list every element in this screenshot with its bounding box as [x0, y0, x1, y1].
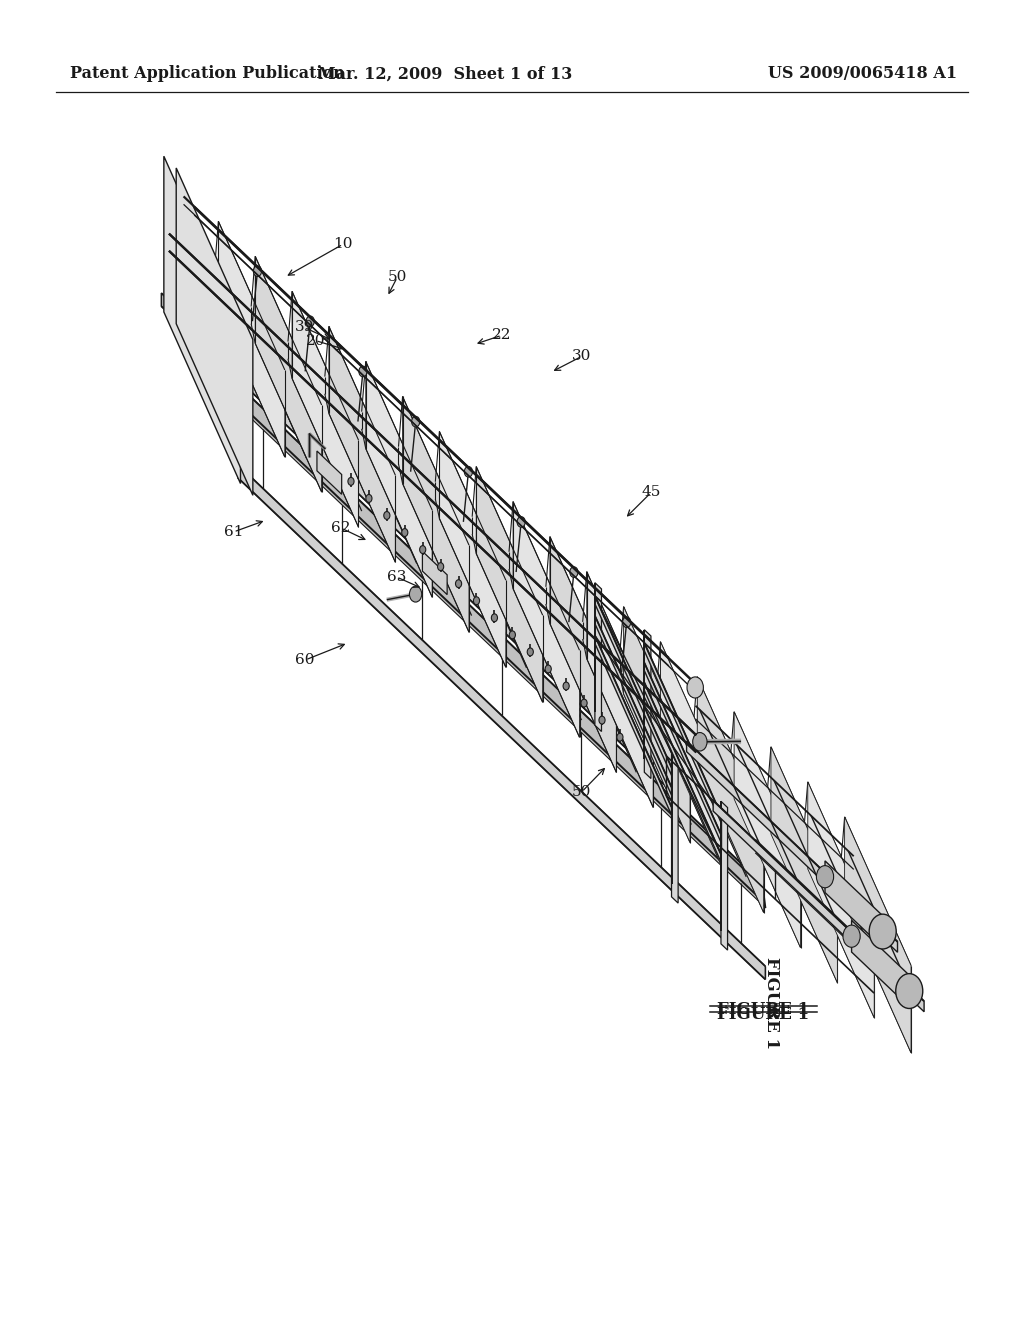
Polygon shape: [808, 781, 874, 1018]
Polygon shape: [236, 383, 766, 908]
Polygon shape: [686, 741, 897, 952]
Circle shape: [306, 315, 314, 326]
Text: 39: 39: [295, 321, 313, 334]
Text: Mar. 12, 2009  Sheet 1 of 13: Mar. 12, 2009 Sheet 1 of 13: [318, 66, 572, 82]
Polygon shape: [164, 156, 241, 483]
Polygon shape: [238, 465, 765, 979]
Circle shape: [420, 545, 426, 553]
Circle shape: [816, 866, 834, 888]
Text: US 2009/0065418 A1: US 2009/0065418 A1: [768, 66, 957, 82]
Text: 60: 60: [295, 653, 315, 667]
Polygon shape: [672, 754, 678, 903]
Circle shape: [410, 586, 422, 602]
Text: FIGURE 1: FIGURE 1: [763, 957, 780, 1049]
Text: FIGURE 1: FIGURE 1: [717, 1006, 809, 1023]
Circle shape: [527, 648, 534, 656]
Polygon shape: [169, 234, 699, 759]
Circle shape: [464, 466, 472, 477]
Circle shape: [384, 512, 390, 520]
Polygon shape: [845, 817, 911, 1053]
Circle shape: [456, 579, 462, 587]
Text: 10: 10: [333, 238, 353, 251]
Text: 63: 63: [387, 570, 406, 583]
Circle shape: [692, 733, 707, 751]
Polygon shape: [317, 451, 342, 494]
Polygon shape: [366, 362, 432, 597]
Polygon shape: [644, 643, 721, 822]
Circle shape: [473, 597, 479, 605]
Text: 20: 20: [305, 334, 326, 347]
Circle shape: [569, 566, 578, 577]
Circle shape: [581, 700, 587, 708]
Circle shape: [687, 677, 703, 698]
Polygon shape: [595, 615, 672, 795]
Circle shape: [366, 495, 372, 503]
Polygon shape: [595, 582, 601, 731]
Polygon shape: [721, 801, 728, 950]
Circle shape: [563, 682, 569, 690]
Circle shape: [412, 416, 420, 426]
Circle shape: [492, 614, 498, 622]
Text: 22: 22: [492, 329, 512, 342]
Polygon shape: [660, 642, 727, 878]
Polygon shape: [439, 432, 506, 668]
Circle shape: [517, 516, 525, 527]
Text: 61: 61: [223, 525, 244, 539]
Polygon shape: [329, 326, 395, 562]
Circle shape: [869, 915, 896, 949]
Circle shape: [545, 665, 551, 673]
Polygon shape: [713, 800, 924, 1011]
Circle shape: [509, 631, 515, 639]
Circle shape: [843, 925, 860, 948]
Polygon shape: [771, 747, 838, 982]
Polygon shape: [595, 595, 672, 775]
Circle shape: [896, 974, 923, 1008]
Circle shape: [437, 562, 443, 570]
Polygon shape: [176, 168, 253, 495]
Text: FIGURE 1: FIGURE 1: [717, 1001, 809, 1018]
Polygon shape: [595, 635, 672, 814]
Polygon shape: [550, 537, 616, 772]
Polygon shape: [624, 607, 690, 842]
Polygon shape: [644, 682, 721, 862]
Circle shape: [253, 265, 261, 276]
Polygon shape: [587, 572, 653, 808]
Polygon shape: [825, 861, 883, 948]
Polygon shape: [162, 293, 689, 808]
Text: Patent Application Publication: Patent Application Publication: [70, 66, 344, 82]
Circle shape: [348, 478, 354, 486]
Polygon shape: [423, 552, 447, 594]
Polygon shape: [218, 222, 285, 457]
Circle shape: [599, 717, 605, 725]
Polygon shape: [852, 920, 909, 1007]
Circle shape: [623, 616, 631, 627]
Polygon shape: [734, 711, 801, 948]
Polygon shape: [644, 663, 721, 842]
Text: 50: 50: [388, 271, 407, 284]
Text: 50: 50: [572, 785, 591, 799]
Polygon shape: [644, 630, 651, 779]
Text: 30: 30: [572, 350, 591, 363]
Polygon shape: [255, 256, 322, 492]
Text: 62: 62: [331, 521, 351, 535]
Circle shape: [401, 528, 408, 536]
Circle shape: [616, 733, 623, 741]
Polygon shape: [476, 466, 543, 702]
Polygon shape: [513, 502, 580, 738]
Polygon shape: [697, 677, 764, 912]
Polygon shape: [292, 292, 358, 527]
Text: 45: 45: [642, 486, 660, 499]
Polygon shape: [402, 396, 469, 632]
Circle shape: [358, 366, 367, 376]
